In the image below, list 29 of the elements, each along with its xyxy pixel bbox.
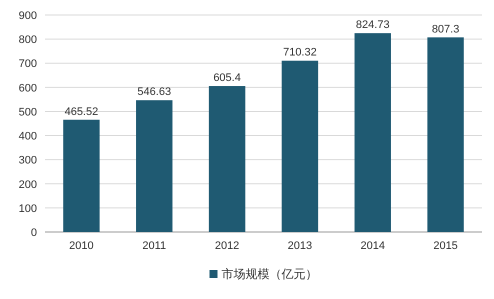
bar	[427, 37, 464, 232]
y-tick-label: 0	[30, 227, 37, 239]
y-tick-label: 800	[18, 34, 37, 46]
y-tick-label: 700	[18, 58, 37, 70]
data-label: 710.32	[283, 46, 317, 59]
data-label: 807.3	[432, 23, 460, 36]
bar	[282, 60, 318, 232]
data-label: 465.52	[64, 106, 98, 118]
y-tick-label: 900	[18, 10, 37, 22]
bar	[63, 120, 100, 232]
x-tick-label: 2011	[142, 240, 166, 252]
data-label: 605.4	[213, 72, 241, 84]
bar	[136, 100, 172, 232]
x-tick-label: 2014	[360, 240, 385, 252]
x-tick-label: 2015	[433, 240, 458, 252]
y-tick-label: 600	[18, 82, 37, 94]
data-label: 824.73	[356, 19, 390, 32]
bar	[208, 86, 246, 232]
bar	[354, 33, 391, 232]
y-tick-label: 300	[18, 154, 37, 167]
x-tick-label: 2012	[214, 240, 240, 252]
y-tick-label: 500	[18, 106, 37, 118]
y-tick-label: 200	[18, 178, 37, 191]
x-tick-label: 2010	[69, 240, 94, 252]
data-label: 546.63	[137, 86, 172, 98]
y-tick-label: 100	[18, 202, 37, 215]
y-tick-label: 400	[18, 130, 37, 143]
legend-label: 市场规模（亿元）	[222, 267, 318, 281]
x-tick-label: 2013	[288, 240, 312, 252]
